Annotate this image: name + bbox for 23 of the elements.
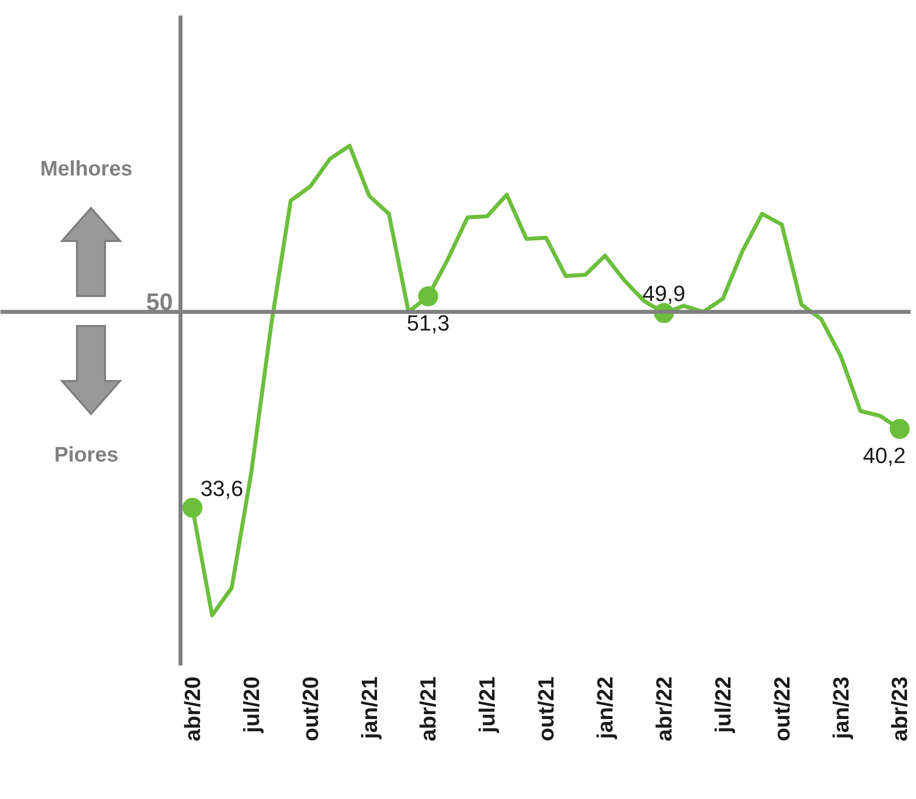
- data-label: 40,2: [862, 442, 906, 468]
- x-tick-label: jul/22: [710, 676, 736, 734]
- point: [182, 498, 202, 518]
- text: Melhores: [40, 157, 132, 180]
- x-tick-label: abr/20: [180, 676, 205, 742]
- data-label: 49,9: [642, 281, 686, 306]
- x-tick-label: abr/21: [416, 676, 441, 742]
- x-tick-label: out/20: [298, 676, 323, 742]
- data-label: 33,6: [200, 476, 244, 501]
- x-tick-label: abr/23: [887, 676, 912, 742]
- x-tick-label: abr/22: [651, 676, 676, 742]
- x-tick-label: jul/20: [238, 676, 264, 734]
- x-tick-label: out/21: [534, 676, 559, 742]
- x-tick-label: jul/21: [474, 676, 500, 734]
- x-tick-label: out/22: [769, 676, 794, 742]
- point: [890, 418, 910, 439]
- point: [418, 286, 438, 306]
- text: Piores: [54, 443, 118, 466]
- ref-line-label: 50: [146, 288, 173, 316]
- x-tick-label: jan/22: [592, 676, 618, 740]
- x-tick-label: jan/23: [828, 676, 854, 740]
- data-label: 51,3: [406, 310, 450, 336]
- x-tick-label: jan/21: [356, 676, 382, 740]
